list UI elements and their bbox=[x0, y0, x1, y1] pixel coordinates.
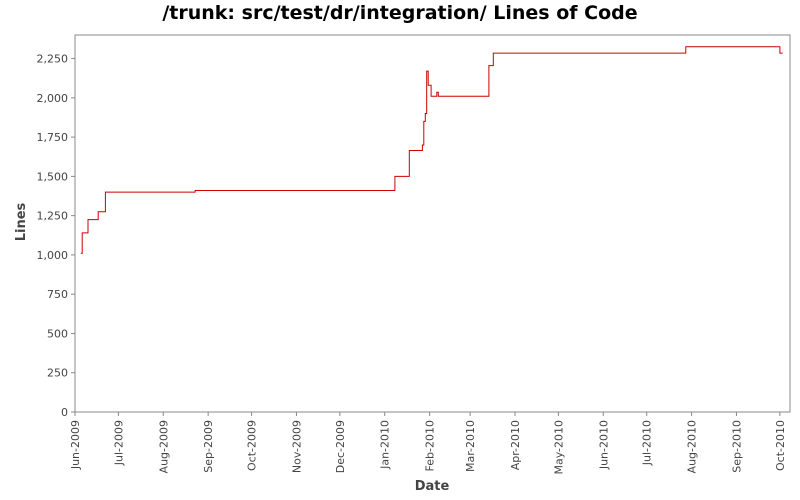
x-tick-label: Mar-2010 bbox=[464, 420, 477, 472]
x-tick-label: May-2010 bbox=[552, 420, 565, 475]
y-tick-label: 1,250 bbox=[37, 210, 69, 223]
x-tick-label: Jul-2010 bbox=[641, 420, 654, 466]
series-line bbox=[80, 46, 783, 254]
y-tick-label: 1,000 bbox=[37, 249, 69, 262]
y-axis-label: Lines bbox=[14, 202, 29, 241]
x-tick-label: Aug-2009 bbox=[157, 420, 170, 473]
x-axis: Jun-2009 Jul-2009 Aug-2009 Sep-2009 Oct-2009… bbox=[69, 412, 787, 475]
x-tick-label: Sep-2010 bbox=[730, 420, 743, 473]
y-tick-label: 250 bbox=[47, 367, 68, 380]
y-tick-label: 2,000 bbox=[37, 92, 69, 105]
y-tick-label: 2,250 bbox=[37, 53, 69, 66]
x-tick-label: Aug-2010 bbox=[686, 420, 699, 473]
x-tick-label: Apr-2010 bbox=[509, 420, 522, 470]
y-tick-label: 0 bbox=[61, 406, 68, 419]
x-axis-label: Date bbox=[415, 479, 450, 494]
x-tick-label: Jun-2010 bbox=[597, 420, 610, 470]
chart-title: /trunk: src/test/dr/integration/ Lines o… bbox=[162, 2, 638, 24]
x-tick-label: Dec-2009 bbox=[334, 420, 347, 473]
plot-area bbox=[74, 34, 791, 413]
x-tick-label: Jan-2010 bbox=[379, 420, 392, 470]
x-tick-label: Oct-2010 bbox=[774, 420, 787, 471]
x-tick-label: Jul-2009 bbox=[112, 420, 125, 466]
x-tick-label: Oct-2009 bbox=[246, 420, 259, 471]
x-tick-label: Jun-2009 bbox=[69, 420, 82, 470]
y-tick-label: 1,500 bbox=[37, 170, 69, 183]
x-tick-label: Feb-2010 bbox=[424, 420, 437, 471]
y-tick-label: 750 bbox=[47, 288, 68, 301]
x-tick-label: Nov-2009 bbox=[290, 420, 303, 473]
y-tick-label: 1,750 bbox=[37, 131, 69, 144]
y-axis: 0 250 500 750 1,000 1,250 1,500 1,750 2,000 2,250 bbox=[37, 53, 75, 419]
y-tick-label: 500 bbox=[47, 327, 68, 340]
x-tick-label: Sep-2009 bbox=[202, 420, 215, 473]
